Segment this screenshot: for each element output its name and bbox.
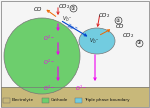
- Bar: [75, 98, 82, 103]
- Text: $2e^-$: $2e^-$: [65, 21, 79, 33]
- Text: $O^{2-}$: $O^{2-}$: [44, 33, 55, 43]
- Text: $CO_2$: $CO_2$: [122, 32, 134, 40]
- Text: $V_O^{\bullet\bullet}$: $V_O^{\bullet\bullet}$: [62, 14, 72, 24]
- Text: $V_O^{\bullet\bullet}$: $V_O^{\bullet\bullet}$: [89, 36, 99, 46]
- Text: Electrolyte: Electrolyte: [12, 98, 34, 102]
- Text: $CO_2$: $CO_2$: [58, 2, 70, 11]
- Text: ②: ②: [116, 17, 120, 22]
- Text: ③: ③: [137, 40, 141, 45]
- Text: Triple phase boundary: Triple phase boundary: [84, 98, 130, 102]
- Text: $O^{2-}$: $O^{2-}$: [44, 83, 55, 93]
- Text: $O^{2-}$: $O^{2-}$: [44, 57, 55, 67]
- Text: Cathode: Cathode: [51, 98, 68, 102]
- Text: $CO$: $CO$: [115, 22, 125, 30]
- Circle shape: [4, 18, 80, 94]
- Bar: [1, 87, 149, 107]
- Bar: [3, 98, 10, 103]
- Ellipse shape: [79, 28, 115, 54]
- Text: ①: ①: [71, 6, 75, 10]
- Bar: [42, 98, 49, 103]
- Text: $CO$: $CO$: [33, 5, 43, 13]
- Text: $CO_2$: $CO_2$: [98, 11, 110, 20]
- Text: $O^{2-}$: $O^{2-}$: [75, 83, 87, 93]
